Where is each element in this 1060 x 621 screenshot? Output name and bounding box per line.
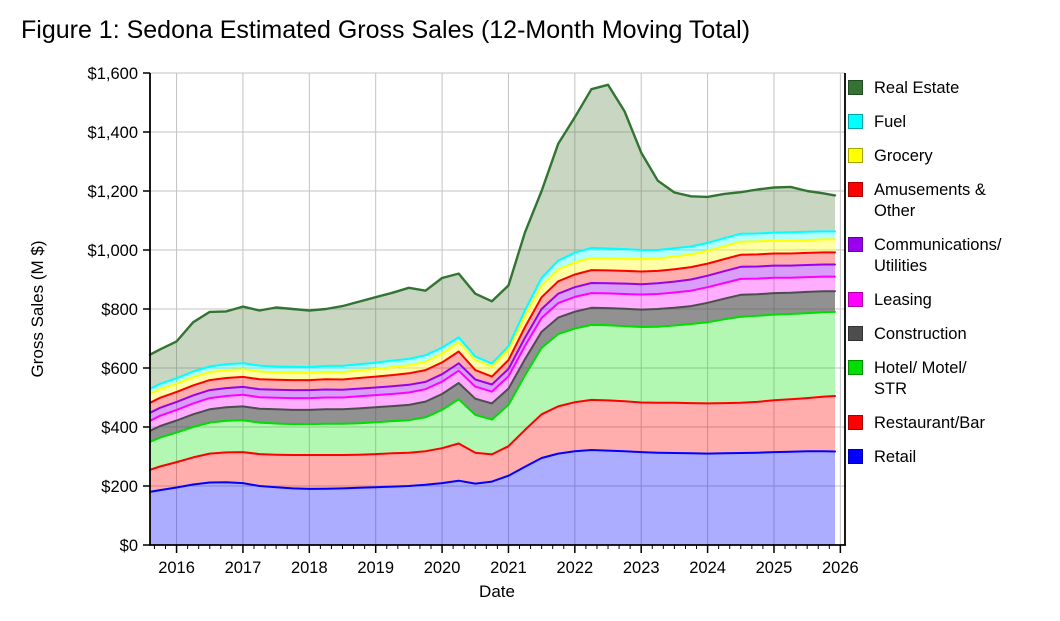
area-real-estate: [150, 84, 835, 389]
legend-swatch-leasing: [848, 292, 863, 307]
area-leasing: [150, 276, 835, 431]
legend-swatch-construction: [848, 326, 863, 341]
legend-label: Hotel/ Motel/STR: [874, 359, 967, 398]
legend-item-amusements-other: Amusements & Other: [848, 180, 1056, 222]
svg-text:$800: $800: [101, 301, 138, 319]
legend-item-fuel: Fuel: [848, 112, 1056, 133]
line-hotel-motel-str: [149, 310, 836, 443]
svg-text:$400: $400: [101, 419, 138, 437]
legend-swatch-real-estate: [848, 80, 863, 95]
area-amusements-other: [150, 252, 835, 413]
line-grocery: [149, 238, 836, 395]
svg-text:2023: 2023: [623, 559, 660, 577]
svg-text:$0: $0: [120, 537, 138, 555]
area-communications-utilities: [150, 264, 835, 421]
legend-swatch-amusements-other: [848, 182, 863, 197]
line-leasing: [149, 275, 836, 422]
legend-swatch-communications-utilities: [848, 237, 863, 252]
area-hotel-motel-str: [150, 311, 835, 470]
svg-text:$1,200: $1,200: [88, 183, 138, 201]
area-outlines: [148, 83, 837, 493]
legend-label: Fuel: [874, 113, 907, 131]
legend-label: Leasing: [874, 291, 932, 309]
area-retail: [150, 450, 835, 545]
legend-label: Amusements & Other: [874, 181, 986, 220]
legend-label: Restaurant/Bar: [874, 414, 985, 432]
area-construction: [150, 291, 835, 442]
svg-text:$600: $600: [101, 360, 138, 378]
line-construction: [149, 290, 836, 432]
svg-text:2020: 2020: [424, 559, 461, 577]
line-fuel: [149, 230, 836, 390]
legend-label: Grocery: [874, 147, 933, 165]
legend-swatch-grocery: [848, 148, 863, 163]
line-real-estate: [148, 83, 837, 356]
x-axis-title: Date: [479, 582, 515, 601]
svg-text:2022: 2022: [556, 559, 593, 577]
line-retail: [149, 449, 836, 493]
legend-item-real-estate: Real Estate: [848, 78, 1056, 99]
x-tick-labels: 2016 2017 2018 2019 2020 2021 2022 2023 2024 2025…: [158, 559, 859, 577]
legend-item-retail: Retail: [848, 447, 1056, 468]
svg-text:2024: 2024: [689, 559, 726, 577]
legend-item-communications-utilities: Communications/Utilities: [848, 235, 1056, 277]
svg-text:2026: 2026: [822, 559, 859, 577]
line-communications-utilities: [149, 263, 836, 414]
legend-item-leasing: Leasing: [848, 290, 1056, 311]
legend-swatch-retail: [848, 449, 863, 464]
legend-label: Real Estate: [874, 79, 960, 97]
legend-item-restaurant-bar: Restaurant/Bar: [848, 413, 1056, 434]
svg-text:$1,000: $1,000: [88, 242, 138, 260]
svg-text:2019: 2019: [357, 559, 394, 577]
legend-label: Construction: [874, 325, 967, 343]
legend-label: Communications/Utilities: [874, 236, 1002, 275]
legend-label: Retail: [874, 448, 917, 466]
svg-text:2017: 2017: [225, 559, 262, 577]
y-axis-title: Gross Sales (M $): [28, 240, 47, 378]
svg-text:2021: 2021: [490, 559, 527, 577]
area-restaurant-bar: [150, 396, 835, 492]
figure-title: Figure 1: Sedona Estimated Gross Sales (…: [21, 16, 751, 44]
chart-legend: Real Estate Fuel Grocery Amusements & Other C…: [848, 78, 1056, 468]
legend-item-grocery: Grocery: [848, 146, 1056, 167]
line-amusements-other: [149, 251, 836, 404]
svg-text:$1,400: $1,400: [88, 124, 138, 142]
legend-swatch-restaurant-bar: [848, 415, 863, 430]
y-tick-labels: $0 $200 $400 $600 $800 $1,000 $1,200 $1,400 $1,6…: [88, 65, 138, 555]
line-restaurant-bar: [149, 395, 836, 471]
tick-marks: [143, 72, 842, 553]
svg-text:2016: 2016: [158, 559, 195, 577]
svg-text:2018: 2018: [291, 559, 328, 577]
legend-item-construction: Construction: [848, 324, 1056, 345]
legend-item-hotel-motel-str: Hotel/ Motel/STR: [848, 358, 1056, 400]
svg-text:$200: $200: [101, 478, 138, 496]
svg-text:$1,600: $1,600: [88, 65, 138, 83]
svg-text:2025: 2025: [756, 559, 793, 577]
stacked-areas: [150, 84, 835, 545]
area-grocery: [150, 239, 835, 403]
legend-swatch-fuel: [848, 114, 863, 129]
legend-swatch-hotel-motel-str: [848, 360, 863, 375]
